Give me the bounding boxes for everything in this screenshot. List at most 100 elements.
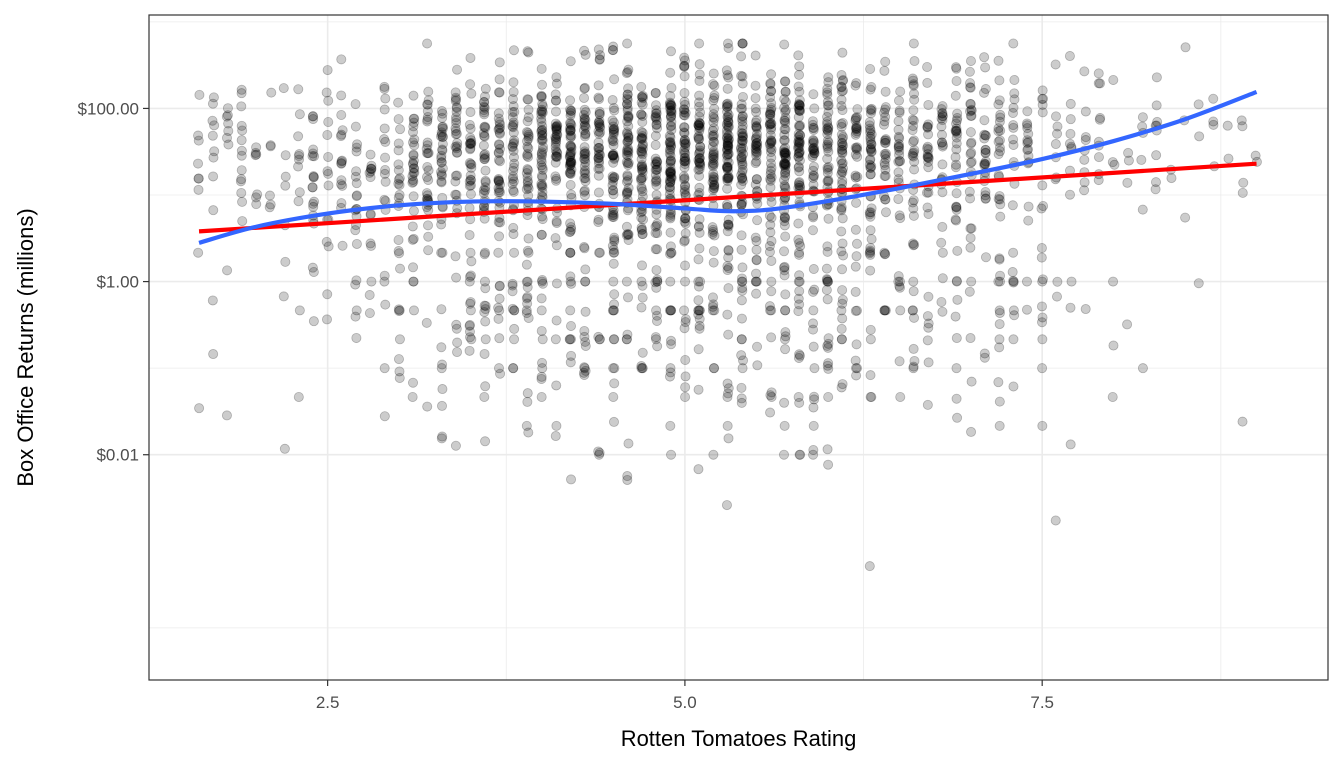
data-point [736, 143, 747, 154]
data-point [951, 215, 962, 226]
data-point [793, 162, 804, 173]
data-point [407, 221, 418, 232]
data-point [664, 189, 675, 200]
data-point [865, 265, 876, 276]
data-point [993, 377, 1004, 388]
data-point [1038, 93, 1049, 104]
data-point [708, 149, 719, 160]
data-point [437, 359, 448, 370]
data-point [995, 125, 1006, 136]
data-point [593, 143, 604, 154]
data-point [380, 299, 391, 310]
data-point [679, 216, 690, 227]
data-point [622, 158, 633, 169]
data-point [709, 80, 720, 91]
data-point [579, 125, 590, 136]
data-point [695, 141, 706, 152]
data-point [409, 140, 420, 151]
data-point [594, 334, 605, 345]
data-point [780, 142, 791, 153]
data-point [966, 276, 977, 287]
data-point [1064, 138, 1075, 149]
data-point [580, 114, 591, 125]
data-point [994, 319, 1005, 330]
data-point [551, 151, 562, 162]
data-point [208, 92, 219, 103]
data-point [536, 293, 547, 304]
data-point [808, 165, 819, 176]
data-point [693, 295, 704, 306]
data-point [465, 138, 476, 149]
data-point [709, 230, 720, 241]
data-point [394, 189, 405, 200]
data-point [479, 150, 490, 161]
data-point [693, 305, 704, 316]
data-point [808, 449, 819, 460]
data-point [351, 142, 362, 153]
data-point [836, 246, 847, 257]
data-point [437, 400, 448, 411]
data-point [608, 140, 619, 151]
data-point [593, 217, 604, 228]
data-point [894, 210, 905, 221]
data-point [1236, 115, 1247, 126]
data-point [351, 275, 362, 286]
data-point [779, 144, 790, 155]
data-point [579, 243, 590, 254]
data-point [980, 130, 991, 141]
data-point [293, 196, 304, 207]
data-point [223, 125, 234, 136]
data-point [736, 397, 747, 408]
data-point [337, 155, 348, 166]
data-point [436, 342, 447, 353]
data-point [607, 135, 618, 146]
data-point [637, 116, 648, 127]
data-point [479, 392, 490, 403]
data-point [593, 163, 604, 174]
data-point [680, 148, 691, 159]
data-point [708, 148, 719, 159]
data-point [980, 148, 991, 159]
data-point [622, 67, 633, 78]
data-point [909, 94, 920, 105]
data-point [751, 276, 762, 287]
data-point [523, 247, 534, 258]
data-point [493, 113, 504, 124]
data-point [965, 193, 976, 204]
data-point [908, 79, 919, 90]
data-point [1137, 363, 1148, 374]
data-point [351, 190, 362, 201]
data-point [750, 179, 761, 190]
data-point [408, 233, 419, 244]
data-point [765, 78, 776, 89]
data-point [708, 117, 719, 128]
data-point [337, 125, 348, 136]
data-point [994, 307, 1005, 318]
data-point [422, 114, 433, 125]
data-point [651, 282, 662, 293]
data-point [436, 169, 447, 180]
data-point [580, 122, 591, 133]
data-point [737, 262, 748, 273]
data-point [737, 132, 748, 143]
data-point [507, 107, 518, 118]
data-point [880, 248, 891, 259]
data-point [707, 222, 718, 233]
data-point [679, 134, 690, 145]
data-point [380, 152, 391, 163]
data-point [951, 126, 962, 137]
data-point [766, 98, 777, 109]
data-point [680, 276, 691, 287]
data-point [723, 219, 734, 230]
data-point [479, 276, 490, 287]
data-point [293, 84, 304, 95]
data-point [994, 334, 1005, 345]
data-point [495, 368, 506, 379]
data-point [351, 332, 362, 343]
data-point [694, 38, 705, 49]
data-point [522, 177, 533, 188]
data-point [294, 187, 305, 198]
data-point [693, 154, 704, 165]
data-point [793, 81, 804, 92]
data-point [708, 175, 719, 186]
